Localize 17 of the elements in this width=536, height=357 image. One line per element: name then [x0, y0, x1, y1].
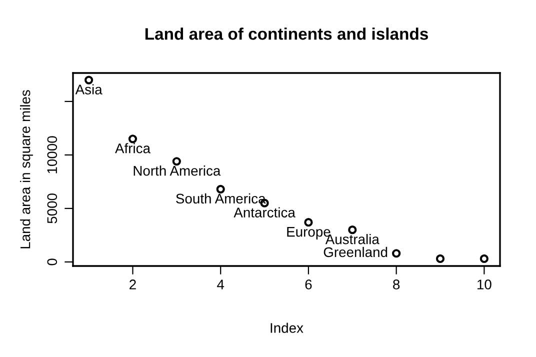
x-axis-title: Index [270, 322, 304, 333]
y-axis-title: Land area in square miles [20, 90, 33, 248]
annotation: South America [176, 193, 266, 204]
y-tick-label: 0 [47, 258, 58, 266]
x-tick-label: 8 [393, 280, 400, 290]
chart-title: Land area of continents and islands [145, 28, 428, 40]
annotation: Africa [115, 143, 150, 154]
annotation: Greenland [324, 246, 388, 258]
x-tick-label: 2 [130, 280, 136, 290]
y-tick-label: 5000 [47, 194, 58, 224]
x-tick-label: 10 [478, 280, 492, 290]
annotation: Asia [75, 84, 102, 94]
y-tick-label: 10000 [47, 136, 58, 174]
x-tick-label: 4 [217, 280, 224, 290]
annotation: North America [134, 166, 221, 176]
x-tick-label: 6 [305, 280, 312, 290]
annotation: Antarctica [234, 207, 296, 218]
